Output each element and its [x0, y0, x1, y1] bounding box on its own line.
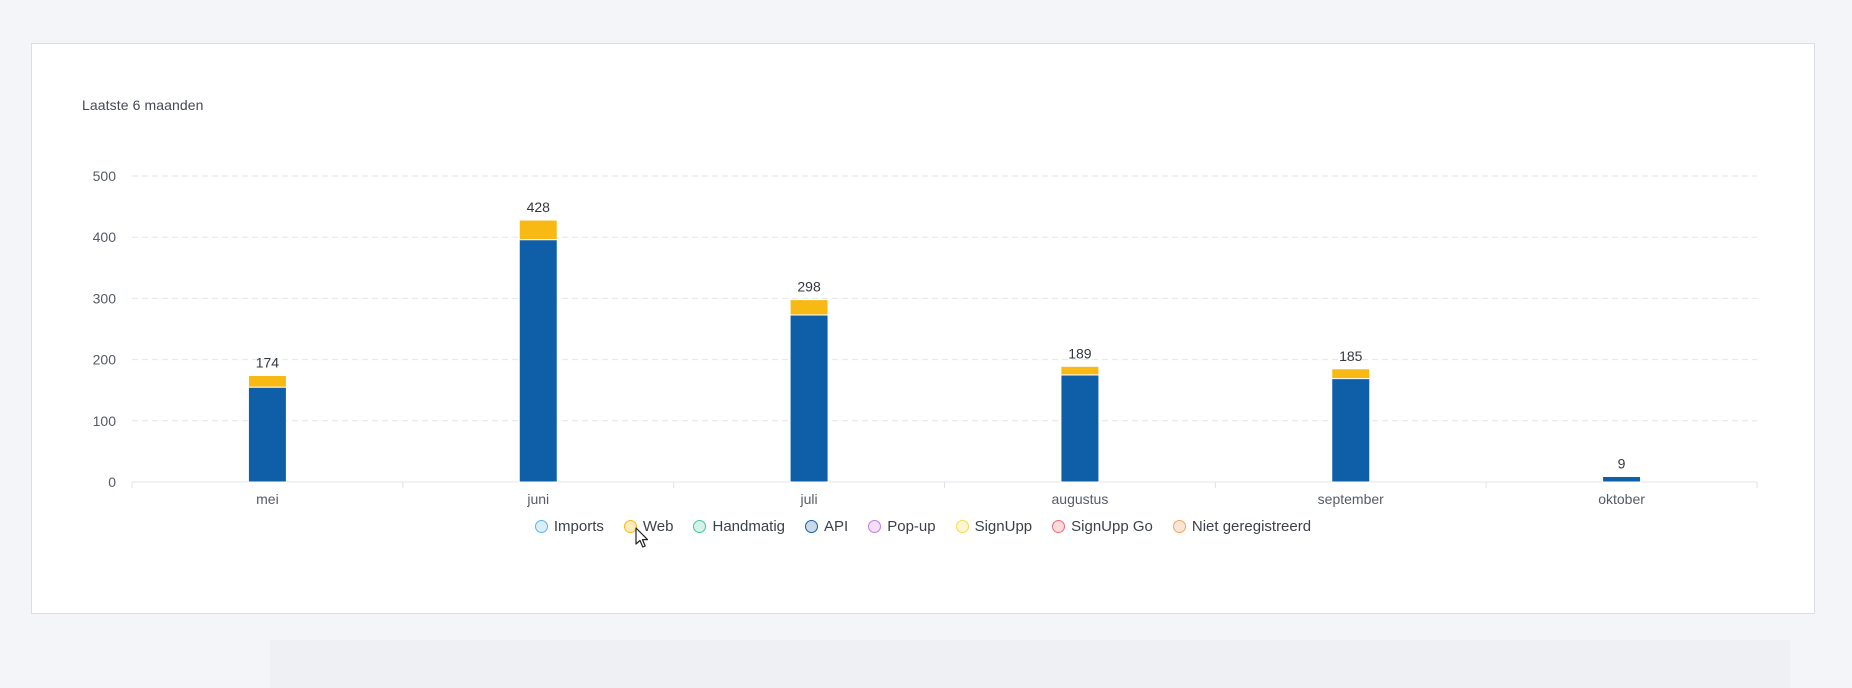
bar-api-juli	[789, 314, 829, 483]
legend-item-signupp[interactable]: SignUpp	[955, 518, 1033, 535]
legend-swatch-icon	[623, 520, 637, 533]
legend-item-niet-geregistreerd[interactable]: Niet geregistreerd	[1172, 518, 1312, 535]
bar-web-augustus	[1060, 365, 1100, 376]
lower-panel-edge	[270, 640, 1790, 688]
legend-swatch-icon	[1172, 520, 1186, 533]
bar-web-september	[1331, 368, 1371, 380]
legend-label: Niet geregistreerd	[1191, 518, 1312, 535]
y-tick-label: 400	[93, 229, 117, 245]
y-tick-label: 0	[108, 474, 116, 490]
bar-total-label: 428	[527, 199, 551, 215]
chart-legend: Imports Web Handmatig API Pop-up SignUpp SignU…	[32, 518, 1814, 535]
bar-web-mei	[247, 375, 287, 388]
legend-label: Pop-up	[887, 518, 936, 535]
x-tick-label: augustus	[1052, 491, 1109, 507]
bar-web-juli	[789, 299, 829, 316]
legend-label: SignUpp	[974, 518, 1033, 535]
bar-api-augustus	[1060, 374, 1100, 483]
legend-swatch-icon	[805, 520, 819, 533]
chart-title: Laatste 6 maanden	[82, 97, 204, 113]
legend-item-signupp-go[interactable]: SignUpp Go	[1052, 518, 1153, 535]
y-tick-label: 500	[93, 168, 117, 184]
legend-swatch-icon	[868, 520, 882, 533]
legend-label: Web	[642, 518, 674, 535]
legend-item-handmatig[interactable]: Handmatig	[693, 518, 785, 535]
bar-api-mei	[247, 386, 287, 483]
bar-total-label: 298	[797, 279, 821, 295]
x-tick-label: juli	[800, 491, 818, 507]
legend-label: Handmatig	[712, 518, 786, 535]
bar-api-oktober	[1602, 475, 1642, 483]
legend-label: Imports	[553, 518, 604, 535]
bar-chart: 0 100 200 300 400 500 mei juni juli augustus septe…	[93, 168, 1758, 507]
y-tick-label: 200	[93, 352, 117, 368]
bar-total-label: 189	[1068, 345, 1092, 361]
bar-total-label: 185	[1339, 348, 1363, 364]
legend-swatch-icon	[693, 520, 707, 533]
y-tick-label: 300	[93, 290, 117, 306]
legend-swatch-icon	[1052, 520, 1066, 533]
chart-card: Laatste 6 maanden 0 100 200 300 400 500 mei jun…	[31, 43, 1815, 614]
bar-api-september	[1331, 378, 1371, 483]
legend-label: API	[824, 518, 849, 535]
legend-swatch-icon	[955, 520, 969, 533]
bar-total-label: 174	[256, 355, 280, 371]
legend-item-web[interactable]: Web	[623, 518, 674, 535]
bar-total-label: 9	[1618, 455, 1626, 471]
x-tick-label: mei	[256, 491, 279, 507]
legend-label: SignUpp Go	[1071, 518, 1153, 535]
x-tick-label: september	[1318, 491, 1384, 507]
bar-api-juni	[518, 239, 558, 483]
bar-web-juni	[518, 219, 558, 241]
legend-swatch-icon	[534, 520, 548, 533]
legend-item-pop-up[interactable]: Pop-up	[868, 518, 936, 535]
x-tick-label: juni	[526, 491, 549, 507]
legend-item-api[interactable]: API	[805, 518, 848, 535]
legend-item-imports[interactable]: Imports	[534, 518, 604, 535]
x-tick-label: oktober	[1598, 491, 1645, 507]
y-tick-label: 100	[93, 413, 117, 429]
mouse-cursor-icon	[635, 527, 649, 548]
